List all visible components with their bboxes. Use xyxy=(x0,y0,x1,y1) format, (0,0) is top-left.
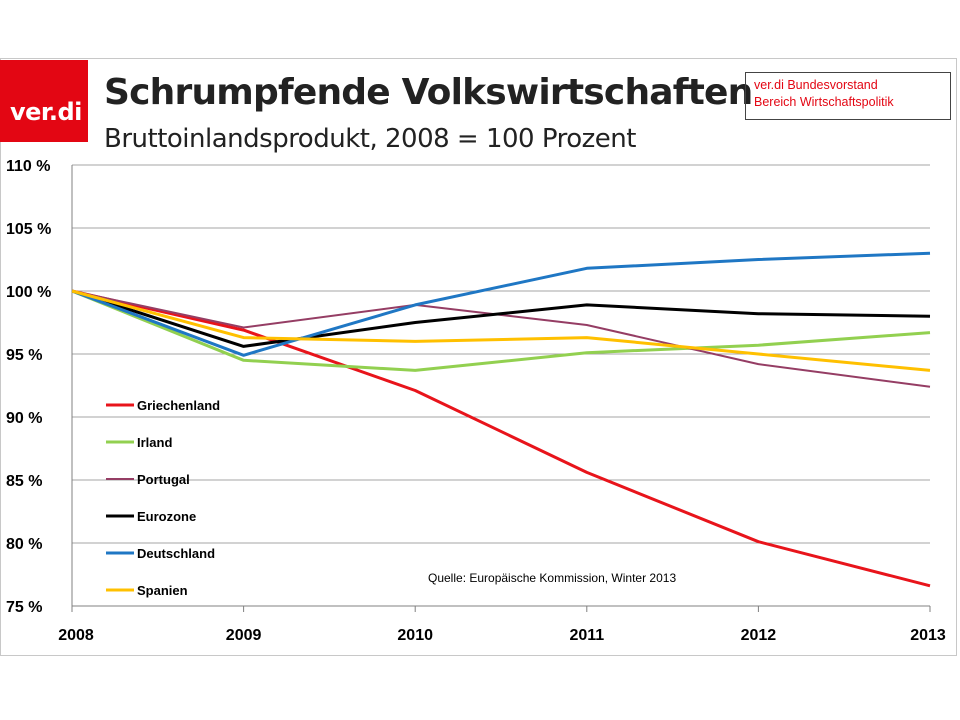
chart-subtitle: Bruttoinlandsprodukt, 2008 = 100 Prozent xyxy=(104,124,636,154)
y-tick-label: 85 % xyxy=(6,473,42,490)
legend-label-irland: Irland xyxy=(137,435,172,450)
y-tick-label: 95 % xyxy=(6,347,42,364)
legend-label-eurozone: Eurozone xyxy=(137,509,196,524)
x-tick-label: 2008 xyxy=(58,627,94,644)
y-tick-label: 110 % xyxy=(6,158,50,175)
chart-title: Schrumpfende Volkswirtschaften xyxy=(104,72,753,113)
grid-lines xyxy=(72,164,930,544)
x-tick-label: 2013 xyxy=(910,627,946,644)
y-tick-label: 100 % xyxy=(6,284,51,301)
series-line-deutschland xyxy=(71,251,931,357)
series-line-irland xyxy=(71,289,931,372)
publisher-box: ver.di Bundesvorstand Bereich Wirtschaft… xyxy=(745,72,951,120)
legend-label-spanien: Spanien xyxy=(137,583,188,598)
verdi-logo xyxy=(0,60,88,142)
x-tick-label: 2009 xyxy=(226,627,262,644)
y-tick-label: 90 % xyxy=(6,410,42,427)
x-tick-label: 2010 xyxy=(397,627,433,644)
publisher-line-1: ver.di Bundesvorstand xyxy=(754,78,878,92)
legend-label-griechenland: Griechenland xyxy=(137,398,220,413)
series-line-eurozone xyxy=(71,289,931,348)
y-tick-label: 75 % xyxy=(6,599,42,616)
series-lines xyxy=(71,251,931,588)
series-line-griechenland xyxy=(71,289,931,588)
legend-label-portugal: Portugal xyxy=(137,472,190,487)
x-tick-label: 2012 xyxy=(741,627,777,644)
y-tick-label: 80 % xyxy=(6,536,42,553)
publisher-line-2: Bereich Wirtschaftspolitik xyxy=(754,95,894,109)
source-note: Quelle: Europäische Kommission, Winter 2… xyxy=(428,571,676,585)
y-tick-label: 105 % xyxy=(6,221,51,238)
series-line-spanien xyxy=(71,289,931,372)
x-tick-label: 2011 xyxy=(569,627,604,644)
legend-label-deutschland: Deutschland xyxy=(137,546,215,561)
logo-text: ver.di xyxy=(10,98,82,126)
axes: 110 % 105 % 100 % 95 % 90 % 85 % 80 % 75 % 2008 2… xyxy=(6,158,946,644)
slide-frame xyxy=(0,58,957,656)
legend: Griechenland Irland Portugal Eurozone Deutsc… xyxy=(106,398,220,598)
